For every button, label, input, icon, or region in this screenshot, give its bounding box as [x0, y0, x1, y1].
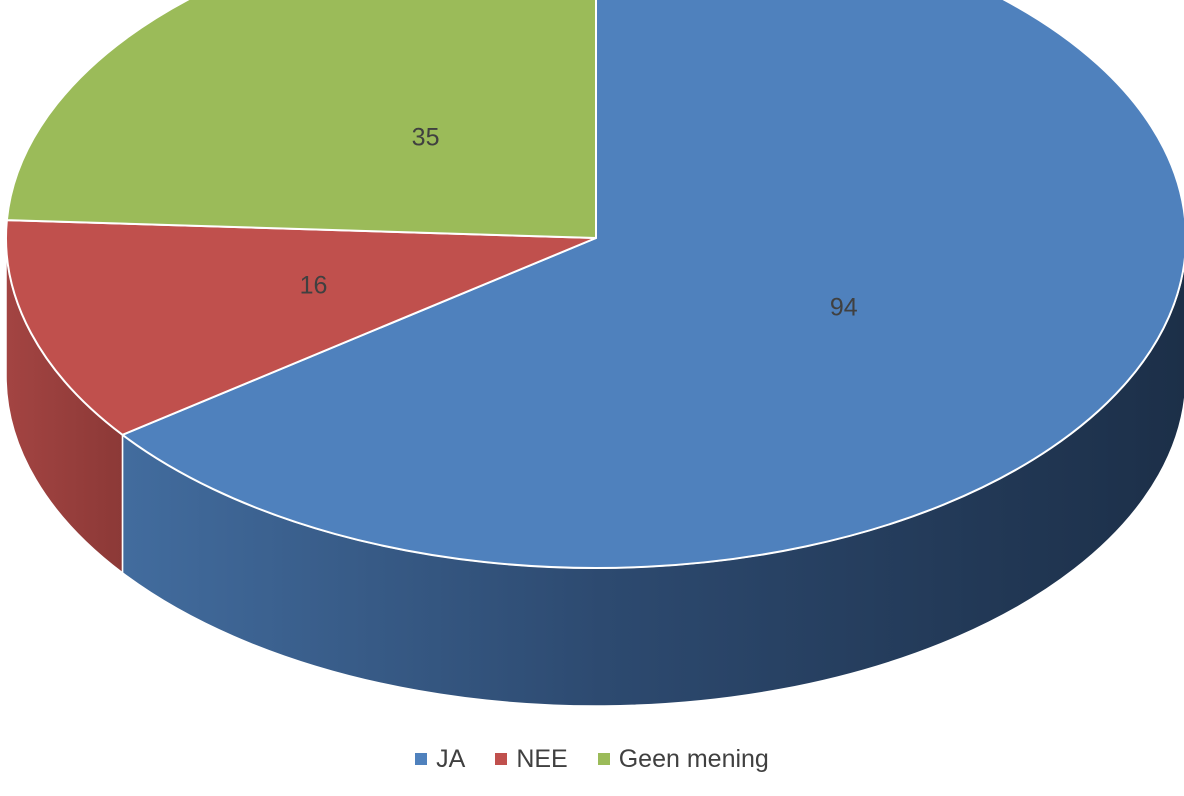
pie-slice-ja [121, 0, 1184, 569]
legend-item-nee: NEE [495, 744, 568, 774]
data-label-geen-mening: 35 [412, 123, 440, 151]
legend-swatch-nee [495, 753, 508, 765]
pie-slice-nee [5, 219, 597, 436]
legend: JA NEE Geen mening [0, 734, 1184, 784]
legend-swatch-ja [415, 753, 428, 765]
data-label-nee: 16 [300, 272, 328, 300]
pie-chart: 94 16 35 [5, 0, 1184, 707]
legend-swatch-geen-mening [597, 753, 610, 765]
legend-label-ja: JA [436, 744, 466, 773]
pie-slice-geen-mening [5, 0, 597, 239]
legend-item-geen-mening: Geen mening [597, 744, 769, 774]
legend-label-geen-mening: Geen mening [618, 744, 769, 773]
data-label-ja: 94 [830, 294, 858, 322]
legend-item-ja: JA [415, 745, 465, 774]
legend-label-nee: NEE [516, 744, 568, 773]
